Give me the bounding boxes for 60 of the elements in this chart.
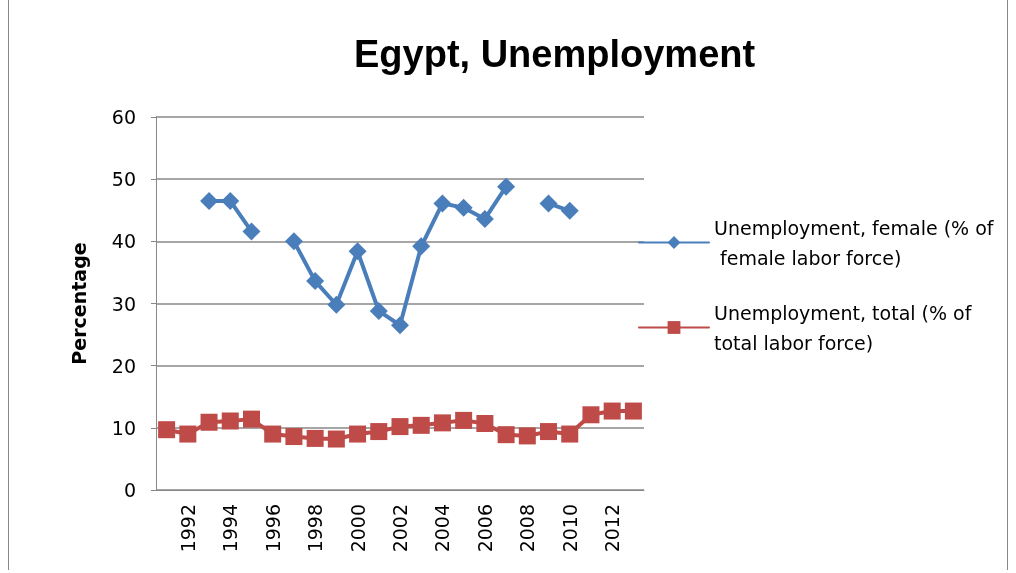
point xyxy=(348,242,367,261)
x-tick-label: 2000 xyxy=(346,504,369,553)
point xyxy=(475,209,494,228)
point xyxy=(327,295,346,314)
point xyxy=(476,414,494,432)
point xyxy=(306,429,324,447)
point xyxy=(391,418,409,436)
y-tick-label: 50 xyxy=(111,168,136,191)
x-tick-label: 2004 xyxy=(431,504,454,553)
point xyxy=(412,237,431,256)
point xyxy=(200,413,218,431)
point xyxy=(369,301,388,320)
point xyxy=(454,198,473,217)
y-tick-label: 40 xyxy=(111,230,136,253)
point xyxy=(539,194,558,213)
point xyxy=(624,402,642,420)
point xyxy=(561,425,579,443)
x-tick-label: 1996 xyxy=(261,504,284,553)
point xyxy=(264,425,282,443)
x-tick-label: 1994 xyxy=(219,504,242,553)
x-tick-label: 2006 xyxy=(473,504,496,553)
point xyxy=(370,423,388,441)
x-tick-label: 2008 xyxy=(516,504,539,553)
point xyxy=(242,222,261,241)
point xyxy=(412,416,430,434)
point xyxy=(603,402,621,420)
y-axis-title: Percentage xyxy=(67,242,90,365)
legend-label: Unemployment, female (% of female labor force) xyxy=(714,216,995,269)
x-tick-label: 2012 xyxy=(601,504,624,553)
point xyxy=(285,428,303,446)
point xyxy=(327,430,345,448)
point xyxy=(433,414,451,432)
legend-label: Unemployment, total (% of total labor force) xyxy=(714,301,978,354)
x-tick-label: 2002 xyxy=(389,504,411,553)
point xyxy=(433,194,452,213)
point xyxy=(560,201,579,220)
y-tick-label: 20 xyxy=(111,354,136,377)
point xyxy=(284,232,303,251)
point xyxy=(518,427,536,445)
point xyxy=(540,423,558,441)
point xyxy=(221,191,240,210)
point xyxy=(455,411,473,429)
point xyxy=(221,412,239,430)
point xyxy=(306,272,325,291)
y-tick-label: 60 xyxy=(111,106,136,128)
x-tick-label: 1992 xyxy=(176,504,199,553)
point xyxy=(497,177,516,196)
y-tick-label: 30 xyxy=(111,292,136,315)
point xyxy=(179,425,197,443)
point xyxy=(582,406,600,424)
point xyxy=(349,425,367,443)
x-tick-label: 2010 xyxy=(558,504,581,553)
point xyxy=(391,316,409,335)
point xyxy=(497,426,515,444)
y-tick-label: 10 xyxy=(111,416,136,439)
point xyxy=(242,410,260,428)
y-tick-label: 0 xyxy=(123,479,136,501)
point xyxy=(158,421,176,439)
x-tick-label: 1998 xyxy=(304,504,327,553)
chart-title: Egypt, Unemployment xyxy=(354,33,756,75)
